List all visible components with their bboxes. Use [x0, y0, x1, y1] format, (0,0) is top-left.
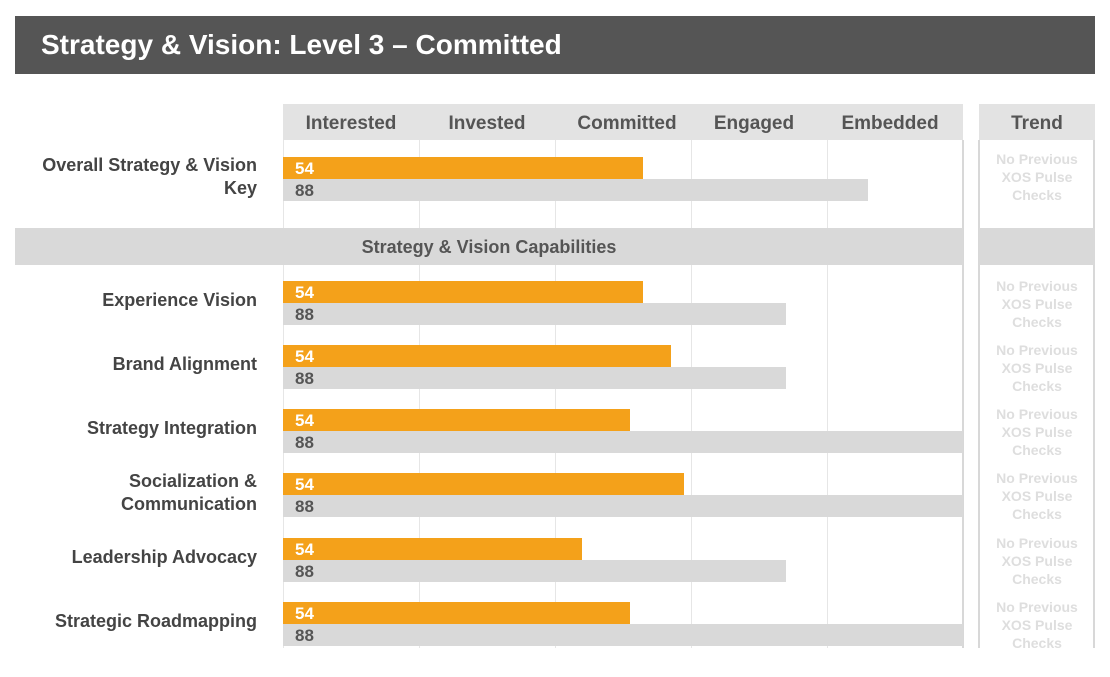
gridline — [419, 140, 420, 648]
bar-value-primary: 54 — [295, 283, 314, 302]
bar-primary — [283, 281, 644, 303]
bar-value-secondary: 88 — [295, 369, 314, 388]
bar-value-primary: 54 — [295, 540, 314, 559]
gridline — [962, 140, 964, 648]
bar-secondary — [283, 431, 963, 453]
level-label-invested: Invested — [448, 113, 526, 134]
level-label-interested: Interested — [305, 113, 397, 134]
bar-value-primary: 54 — [295, 604, 314, 623]
level-label-embedded: Embedded — [841, 113, 939, 134]
bar-value-primary: 54 — [295, 475, 314, 494]
trend-note: No Previous XOS Pulse Checks — [996, 278, 1078, 330]
trend-header-strip — [979, 104, 1095, 140]
bar-value-secondary: 88 — [295, 626, 314, 645]
section-band — [15, 228, 963, 265]
level-label-engaged: Engaged — [713, 113, 795, 134]
trend-note: No Previous XOS Pulse Checks — [996, 599, 1078, 651]
bar-primary — [283, 409, 630, 431]
trend-column-border — [978, 140, 980, 648]
row-label-overall: Overall Strategy & Vision Key — [42, 155, 257, 198]
trend-header: Trend — [1011, 113, 1063, 134]
title-bar: Strategy & Vision: Level 3 – Committed — [15, 16, 1095, 74]
bar-value-secondary: 88 — [295, 433, 314, 452]
gridline — [827, 140, 828, 648]
bar-secondary — [283, 624, 963, 646]
bar-secondary — [283, 495, 963, 517]
section-title: Strategy & Vision Capabilities — [361, 237, 617, 257]
trend-note: No Previous XOS Pulse Checks — [996, 151, 1078, 203]
bar-primary — [283, 345, 671, 367]
trend-note: No Previous XOS Pulse Checks — [996, 470, 1078, 522]
gridline — [691, 140, 692, 648]
page-title: Strategy & Vision: Level 3 – Committed — [41, 29, 562, 60]
bar-value-secondary: 88 — [295, 497, 314, 516]
bar-secondary — [283, 367, 787, 389]
bar-value-primary: 54 — [295, 159, 314, 178]
row-label-experience-vision: Experience Vision — [102, 290, 257, 310]
gridline — [283, 140, 284, 648]
bar-value-secondary: 88 — [295, 305, 314, 324]
row-label-leadership-advocacy: Leadership Advocacy — [71, 547, 257, 567]
level-header-strip — [283, 104, 963, 140]
gridline — [555, 140, 556, 648]
bar-secondary — [283, 560, 787, 582]
bar-primary — [283, 157, 644, 179]
level-label-committed: Committed — [577, 113, 677, 134]
bar-value-secondary: 88 — [295, 181, 314, 200]
row-label-brand-alignment: Brand Alignment — [112, 354, 257, 374]
bar-value-primary: 54 — [295, 411, 314, 430]
row-label-strategic-roadmapping: Strategic Roadmapping — [54, 611, 257, 631]
bar-secondary — [283, 303, 787, 325]
trend-note: No Previous XOS Pulse Checks — [996, 342, 1078, 394]
bar-secondary — [283, 179, 868, 201]
bar-primary — [283, 473, 685, 495]
bar-primary — [283, 538, 583, 560]
trend-column-border — [1093, 140, 1095, 648]
section-band-trend — [979, 228, 1095, 265]
trend-note: No Previous XOS Pulse Checks — [996, 406, 1078, 458]
row-label-socialization: Socialization & Communication — [120, 471, 257, 514]
trend-note: No Previous XOS Pulse Checks — [996, 535, 1078, 587]
row-label-strategy-integration: Strategy Integration — [86, 418, 257, 438]
bar-value-primary: 54 — [295, 347, 314, 366]
bar-value-secondary: 88 — [295, 562, 314, 581]
bar-primary — [283, 602, 630, 624]
